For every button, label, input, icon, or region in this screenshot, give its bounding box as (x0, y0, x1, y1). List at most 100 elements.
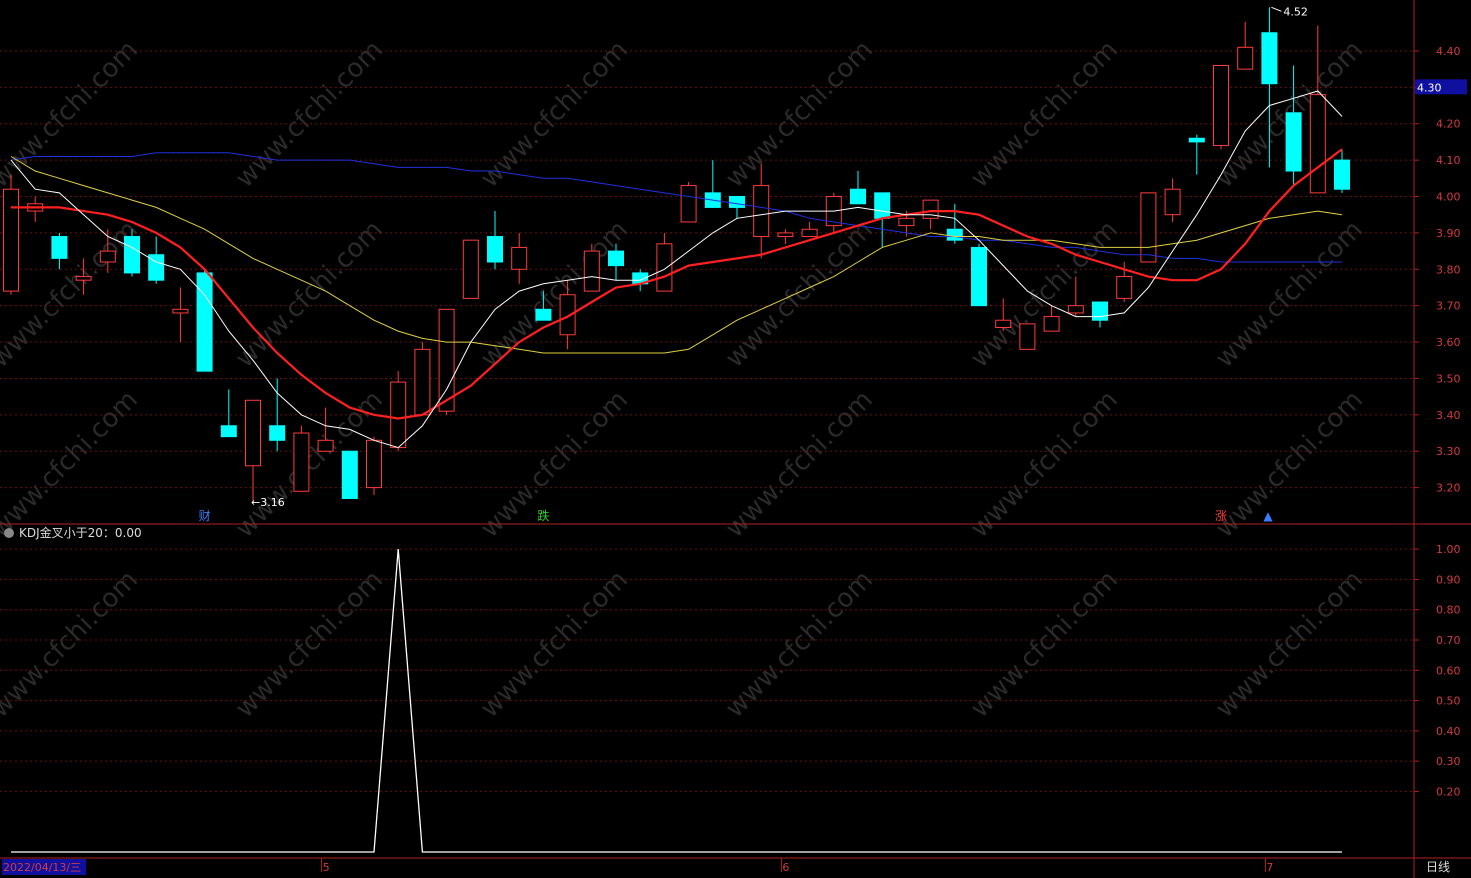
candle-body-down (729, 196, 745, 208)
candle-body-up (438, 308, 455, 412)
candle-body-down (946, 228, 963, 241)
event-marker: 跌 (537, 508, 549, 523)
candle-body-down (1188, 137, 1205, 143)
price-tick-label: 4.40 (1436, 45, 1461, 58)
candle-body-up (583, 250, 600, 292)
watermark-text: www.cfchi.com (720, 35, 879, 194)
watermark-text: www.cfchi.com (475, 385, 634, 544)
watermark-text: www.cfchi.com (230, 215, 389, 374)
candle-body-up (1237, 46, 1254, 70)
candle-body-up (1019, 323, 1036, 350)
high-price-label: 4.52 (1283, 5, 1308, 18)
candle-body-up (1067, 305, 1084, 314)
candle-body-down (1092, 301, 1108, 321)
watermark-text: www.cfchi.com (720, 385, 879, 544)
candle-body-down (341, 450, 358, 500)
candle-body-down (51, 236, 68, 259)
watermark-text: www.cfchi.com (965, 385, 1124, 544)
date-label: 2022/04/13/三 (3, 861, 81, 874)
price-tick-label: 3.70 (1436, 300, 1461, 313)
price-tick-label: 3.80 (1436, 263, 1461, 276)
candle-body-up (511, 246, 528, 270)
candle-body-up (245, 399, 261, 467)
watermark-text: www.cfchi.com (965, 565, 1124, 724)
price-tick-label: 3.60 (1436, 336, 1461, 349)
candle-body-up (1164, 188, 1181, 216)
watermark-text: www.cfchi.com (1210, 565, 1369, 724)
event-marker: 涨 (1215, 508, 1227, 523)
candle-body-up (462, 239, 479, 299)
indicator-grid (0, 548, 1414, 792)
indicator-tick-label: 0.20 (1436, 785, 1461, 798)
candle-body-up (922, 199, 939, 219)
candle-body-up (1043, 316, 1060, 332)
watermark-text: www.cfchi.com (475, 35, 634, 194)
candle-body-down (487, 236, 503, 263)
candle-body-up (559, 294, 576, 336)
date-label: 7 (1266, 861, 1273, 874)
watermark-text: www.cfchi.com (0, 565, 144, 724)
candle-body-up (366, 439, 382, 489)
high-marker-line (1271, 6, 1282, 12)
watermark-text: www.cfchi.com (965, 215, 1124, 374)
candle-body-down (220, 425, 237, 438)
watermark-text: www.cfchi.com (1210, 215, 1369, 374)
kdj-signal-line (11, 549, 1342, 853)
collapse-icon (4, 528, 14, 538)
main-price-grid (0, 50, 1414, 489)
price-tick-label: 4.10 (1436, 154, 1461, 167)
low-price-label: ←3.16 (251, 496, 285, 509)
indicator-tick-label: 0.30 (1436, 755, 1461, 768)
indicator-title[interactable]: KDJ金叉小于20：0.00 (19, 525, 142, 540)
ma5-line (10, 90, 1343, 449)
price-tick-label: 3.20 (1436, 482, 1461, 495)
candle-body-up (414, 348, 431, 416)
candle-body-up (1140, 192, 1157, 263)
candle-body-up (75, 276, 92, 281)
candle-body-down (269, 425, 286, 441)
candle-body-up (656, 243, 673, 292)
watermark-text: www.cfchi.com (475, 565, 634, 724)
candle-body-down (535, 308, 552, 321)
candle-body-up (293, 432, 310, 492)
watermark-text: www.cfchi.com (230, 35, 389, 194)
current-price-label: 4.30 (1417, 81, 1442, 94)
candle-body-up (1213, 65, 1229, 147)
candle-body-down (850, 188, 866, 205)
candle-body-down (874, 192, 891, 219)
price-tick-label: 3.50 (1436, 372, 1461, 385)
price-tick-label: 3.30 (1436, 445, 1461, 458)
candle-body-down (148, 254, 165, 281)
period-label[interactable]: 日线 (1426, 860, 1450, 874)
candle-body-down (1334, 159, 1350, 190)
candle-body-down (608, 250, 624, 267)
candle-body-up (99, 250, 116, 263)
candle-body-down (1261, 32, 1278, 85)
indicator-tick-label: 0.80 (1436, 604, 1461, 617)
indicator-series (11, 549, 1342, 853)
price-tick-label: 4.00 (1436, 191, 1461, 204)
watermark-text: www.cfchi.com (0, 385, 144, 544)
candle-body-up (1116, 276, 1133, 299)
candle-body-up (1309, 94, 1326, 194)
indicator-tick-label: 0.90 (1436, 573, 1461, 586)
candle-body-down (971, 246, 987, 307)
candle-body-up (995, 319, 1012, 329)
date-cursor-box (2, 859, 86, 875)
indicator-tick-label: 0.70 (1436, 634, 1461, 647)
price-tick-label: 3.90 (1436, 227, 1461, 240)
candle-body-up (753, 185, 770, 238)
candlestick-series (3, 7, 1350, 503)
candle-body-down (124, 236, 140, 274)
watermark-text: www.cfchi.com (0, 215, 144, 374)
candle-body-up (172, 308, 189, 314)
labels-layer: KDJ金叉小于20：0.00 日线 4.52 ←3.16 财 跌 涨 ▲ (4, 5, 1450, 874)
indicator-tick-label: 0.40 (1436, 725, 1461, 738)
indicator-tick-label: 0.50 (1436, 695, 1461, 708)
ma60-line (10, 152, 1342, 263)
watermark-text: www.cfchi.com (720, 565, 879, 724)
event-marker: ▲ (1263, 509, 1273, 523)
ma20-line (10, 156, 1343, 354)
indicator-tick-label: 1.00 (1436, 543, 1461, 556)
